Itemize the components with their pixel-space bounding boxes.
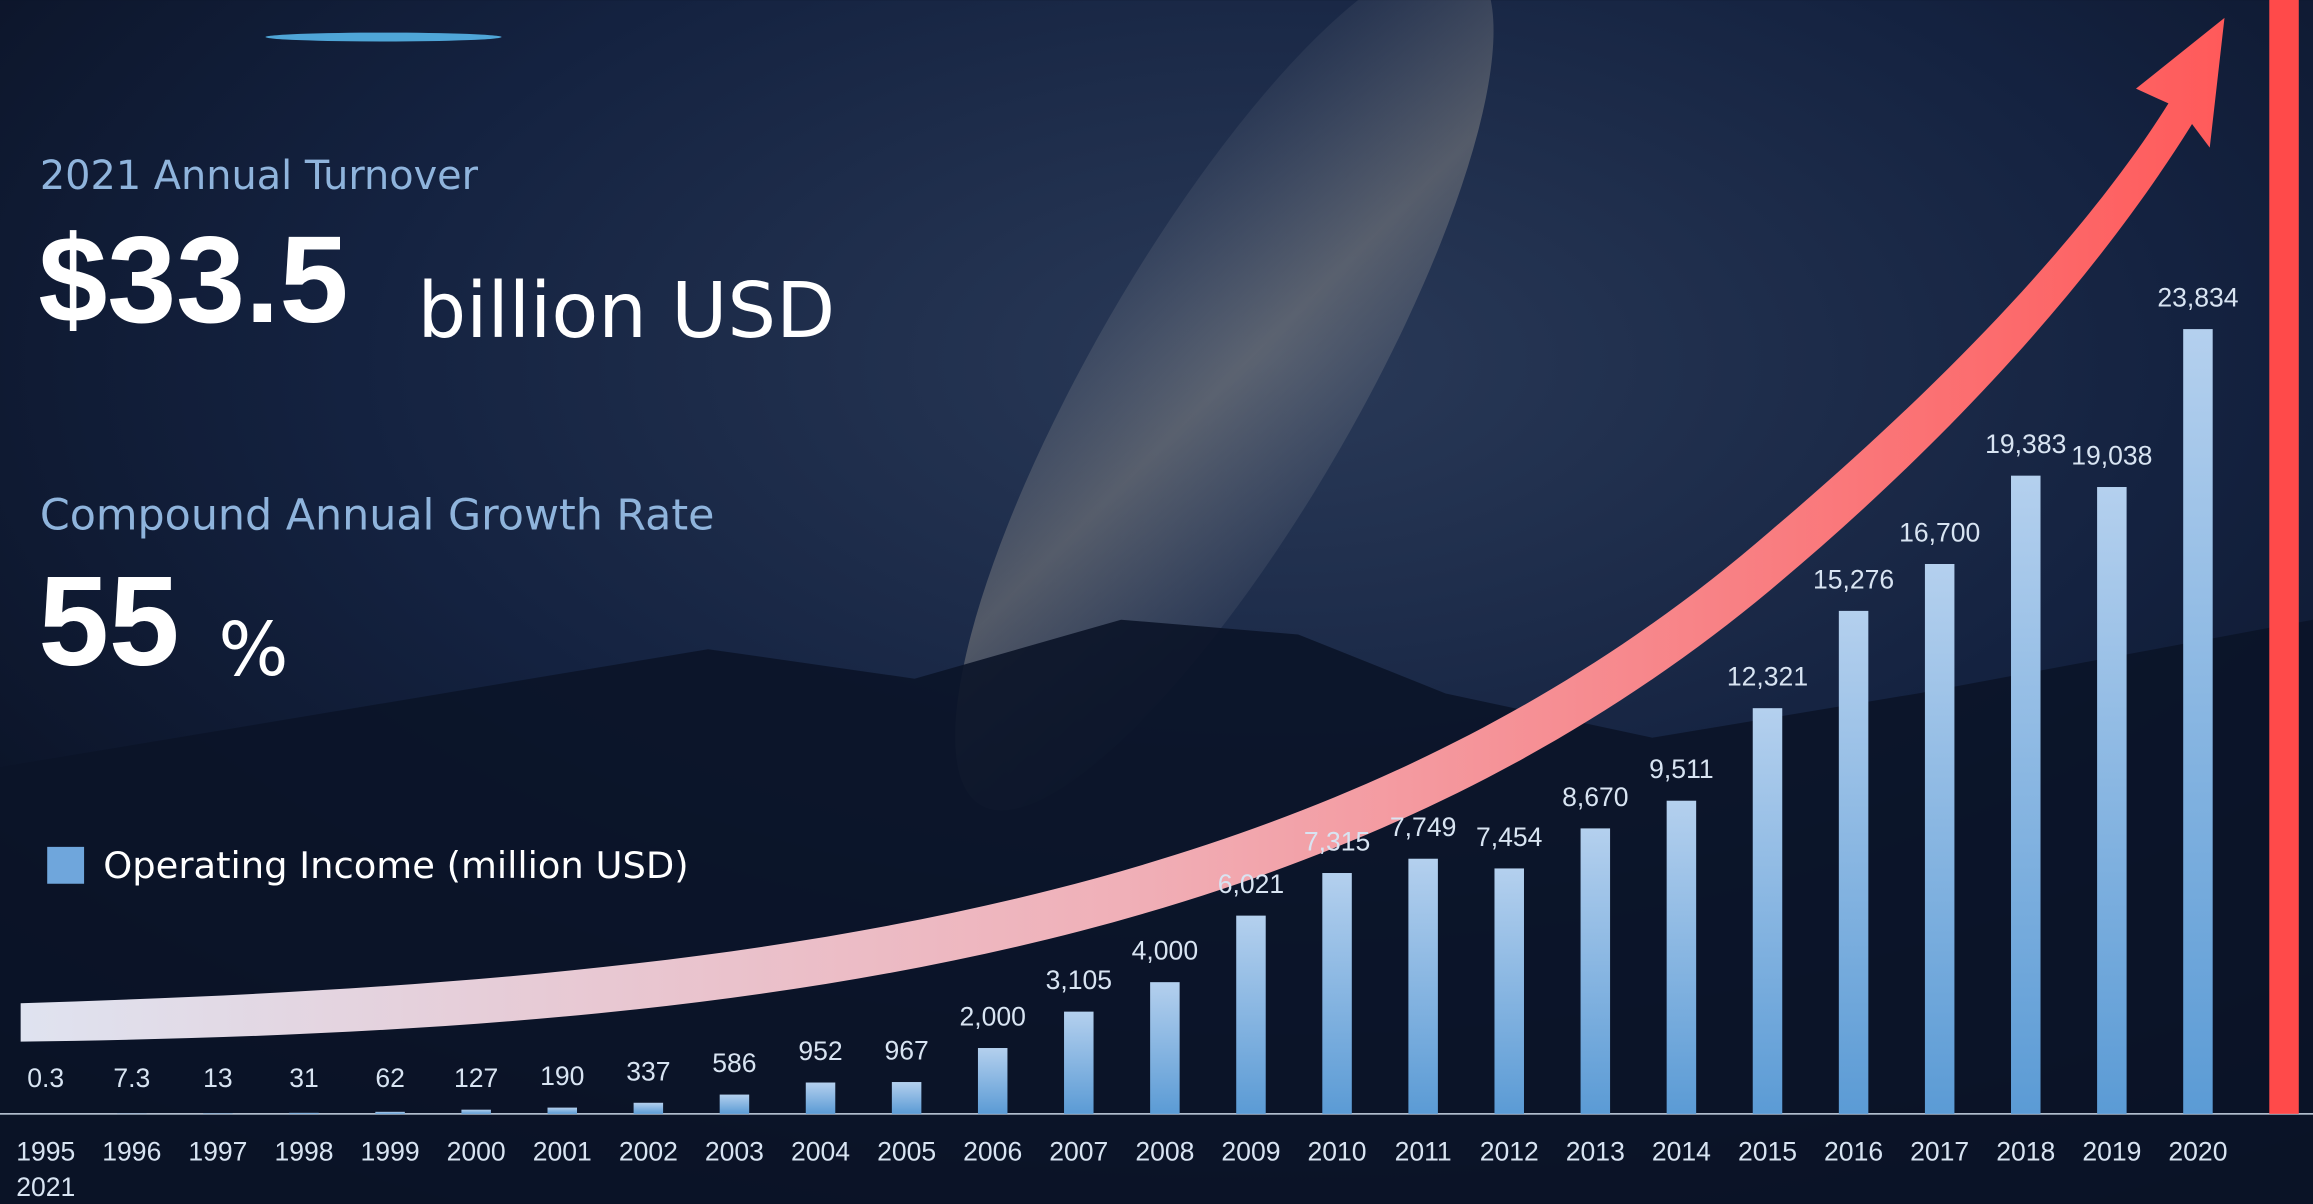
headline-label: 2021 Annual Turnover [40,153,479,199]
x-tick-label: 1998 [274,1137,333,1167]
x-tick-label: 2020 [2168,1137,2227,1167]
x-tick-label: 1996 [102,1137,161,1167]
x-tick-label: 2015 [1738,1137,1797,1167]
value-label: 2,000 [959,1002,1025,1032]
value-label: 62 [375,1063,405,1093]
x-tick-label: 2012 [1480,1137,1539,1167]
bar [1064,1011,1094,1114]
mountains [0,619,2313,1204]
value-label: 15,276 [1813,564,1894,594]
legend-label: Operating Income (million USD) [103,844,688,887]
bar [1666,800,1697,1114]
milky-way [955,0,1494,811]
growth-label: Compound Annual Growth Rate [40,490,715,540]
x-tick-label: 2006 [963,1137,1022,1167]
bar [461,1109,491,1114]
x-tick-label: 2001 [533,1137,592,1167]
bar [1494,868,1524,1114]
bar [2183,329,2213,1114]
x-tick-label: 2013 [1566,1137,1625,1167]
headline-value: $33.5 [38,211,348,349]
bar [2097,487,2127,1114]
bar [1580,828,1611,1114]
value-label: 952 [798,1036,842,1066]
bar [1408,858,1438,1114]
x-tick-label: 2014 [1652,1137,1711,1167]
value-label: 4,000 [1132,936,1198,966]
bar [547,1107,578,1114]
value-label: 31 [289,1063,319,1093]
value-label: 337 [626,1056,670,1086]
bar [1752,708,1783,1114]
bar [289,1112,319,1114]
bar [1322,873,1352,1114]
x-tick-label: 2008 [1135,1137,1194,1167]
x-tick-label: 2019 [2082,1137,2141,1167]
x-tick-label: 1999 [361,1137,420,1167]
value-label: 19,038 [2071,441,2152,471]
x-tick-label: 2003 [705,1137,764,1167]
bar [2011,475,2041,1114]
bar [805,1082,836,1114]
bar [891,1082,922,1114]
value-label: 9,511 [1649,754,1713,784]
x-tick-label: 2002 [619,1137,678,1167]
x-tick-label: 2011 [1395,1137,1452,1167]
glow [265,32,502,42]
value-label: 16,700 [1899,518,1980,548]
value-label: 19,383 [1985,429,2066,459]
value-label: 13 [203,1063,233,1093]
value-label: 3,105 [1046,965,1112,995]
legend-swatch [47,846,85,884]
bar [1236,915,1266,1114]
x-tick-label: 2017 [1910,1137,1969,1167]
bar [1150,982,1180,1114]
bar [719,1094,750,1114]
bar [2269,0,2299,1114]
x-tick-label: 2000 [447,1137,506,1167]
x-tick-label: 2016 [1824,1137,1883,1167]
value-label: 6,021 [1218,869,1284,899]
x-tick-label: 1997 [188,1137,247,1167]
x-tick-label: 2018 [1996,1137,2055,1167]
x-tick-label: 2007 [1049,1137,1108,1167]
x-tick-label: 2010 [1308,1137,1367,1167]
value-label: 190 [540,1061,584,1091]
value-label: 7.3 [113,1063,150,1093]
bar [375,1111,405,1114]
x-tick-label: 2021 [16,1172,75,1202]
growth-unit: % [218,608,288,693]
bar [977,1048,1008,1114]
growth-value: 55 [38,550,179,692]
value-label: 7,315 [1304,827,1370,857]
headline-unit: billion USD [417,267,835,356]
bar [633,1102,664,1114]
x-tick-label: 2005 [877,1137,936,1167]
x-tick-label: 1995 [16,1137,75,1167]
growth-arrow [20,17,2225,1042]
value-label: 586 [712,1048,756,1078]
value-label: 12,321 [1727,662,1808,692]
value-label: 7,454 [1476,822,1542,852]
x-tick-label: 2009 [1221,1137,1280,1167]
value-label: 8,670 [1562,782,1628,812]
value-label: 7,749 [1390,812,1456,842]
x-tick-label: 2004 [791,1137,850,1167]
bar [1838,610,1869,1114]
value-label: 967 [884,1036,928,1066]
value-label: 23,834 [2157,283,2238,313]
value-label: 0.3 [27,1063,64,1093]
value-label: 127 [454,1063,498,1093]
bar [1924,563,1955,1114]
